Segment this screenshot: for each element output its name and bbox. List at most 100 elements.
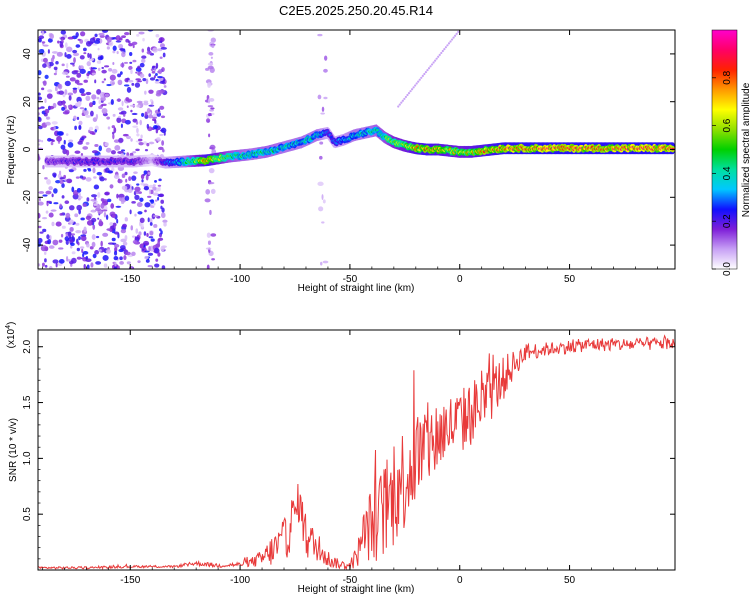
snr-y-tick-label: 1.0 xyxy=(22,451,33,465)
spectrogram-noise-dot xyxy=(48,212,54,218)
spectrogram-noise-dot xyxy=(103,78,107,81)
spectrogram-noise-dot xyxy=(77,38,81,41)
spectrogram-noise-dot xyxy=(78,236,81,241)
spectrogram-noise-dot xyxy=(80,93,86,97)
spectrogram-noise-dot xyxy=(76,247,80,252)
spectrogram-noise-dot xyxy=(141,248,145,251)
spectrogram-streak-dot xyxy=(444,46,447,49)
spectrogram-noise-dot xyxy=(76,256,82,260)
spectrogram-noise-dot xyxy=(115,35,121,41)
spectrogram-noise-dot xyxy=(155,34,160,38)
spectrogram-noise-dot xyxy=(206,232,211,238)
spectrogram-noise-dot xyxy=(71,257,77,264)
snr-y-ticks: 0.5 1.0 1.5 2.0 xyxy=(22,339,675,560)
spectrogram-noise-dot xyxy=(144,209,147,213)
spectrogram-noise-dot xyxy=(121,100,124,107)
spectrogram-noise-dot xyxy=(141,58,146,64)
spectrogram-noise-dot xyxy=(155,78,159,82)
spectrogram-noise-dot xyxy=(61,195,65,199)
spectrogram-noise-dot xyxy=(317,94,322,100)
spectrogram-noise-dot xyxy=(90,262,94,268)
spectrogram-streak-dot xyxy=(407,91,411,95)
spectrogram-noise-dot xyxy=(158,178,162,182)
spectrogram-noise-dot xyxy=(116,98,122,102)
spectrogram-noise-dot xyxy=(121,173,126,179)
spectrogram-noise-dot xyxy=(119,71,123,75)
spectrogram-noise-dot xyxy=(322,260,329,264)
spectrogram-noise-dot xyxy=(40,245,47,252)
spectrogram-noise-dot xyxy=(44,264,48,268)
spectrogram-noise-dot xyxy=(147,217,150,223)
spectrogram-noise-dot xyxy=(38,125,43,130)
spectrogram-noise-dot xyxy=(123,84,130,87)
spectrogram-noise-dot xyxy=(82,251,89,255)
spectrogram-noise-dot xyxy=(111,125,116,129)
spectrogram-noise-dot xyxy=(42,194,48,197)
spectrogram-noise-dot xyxy=(118,137,124,143)
spectrogram-noise-dot xyxy=(77,140,83,145)
spectrogram-noise-dot xyxy=(159,228,162,232)
spectrogram-noise-dot xyxy=(53,188,58,194)
spectrogram-noise-dot xyxy=(211,258,215,261)
spectrogram-noise-dot xyxy=(86,264,90,269)
spectrogram-noise-dot xyxy=(113,139,120,143)
spectrogram-noise-dot xyxy=(77,242,80,246)
spectrogram-streak-dot xyxy=(435,57,438,60)
spectrogram-noise-dot xyxy=(101,80,105,84)
spectrogram-noise-dot xyxy=(92,100,96,106)
spectrogram-noise-dot xyxy=(91,94,97,100)
spectrogram-noise-dot xyxy=(64,236,69,242)
spectrogram-noise-dot xyxy=(38,212,41,219)
spectrogram-noise-dot xyxy=(110,99,114,105)
spectrogram-noise-dot xyxy=(149,230,154,236)
spectrogram-noise-dot xyxy=(210,188,216,194)
spectrogram-noise-dot xyxy=(158,89,165,94)
spectrogram-noise-dot xyxy=(113,127,117,134)
spectrogram-noise-dot xyxy=(126,86,132,93)
colorbar-tick-label: 0.0 xyxy=(722,262,733,276)
spectrogram-y-ticks: -40 -20 0 20 40 xyxy=(22,29,675,270)
colorbar-ticks: 0.0 0.2 0.4 0.6 0.8 xyxy=(712,70,733,276)
spectrogram-noise-dot xyxy=(50,209,57,212)
spectrogram-noise-dot xyxy=(127,98,133,103)
spectrogram-noise-dot xyxy=(159,133,164,137)
spectrogram-noise-dot xyxy=(62,111,70,115)
spectrogram-noise-dot xyxy=(121,35,126,39)
spectrogram-noise-dot xyxy=(42,228,47,233)
spectrogram-noise-dot xyxy=(158,186,161,192)
spectrogram-noise-dot xyxy=(94,250,100,255)
spectrogram-streak-dot xyxy=(397,105,400,108)
spectrogram-noise-dot xyxy=(154,263,160,268)
spectrogram-noise-dot xyxy=(145,259,150,263)
spectrogram-noise-dot xyxy=(79,88,85,94)
spectrogram-noise-dot xyxy=(143,231,147,236)
spectrogram-noise-dot xyxy=(91,150,99,154)
spectrogram-noise-dot xyxy=(85,91,92,96)
spectrogram-noise-dot xyxy=(130,109,133,113)
spectrogram-noise-dot xyxy=(116,117,122,123)
spectrogram-noise-dot xyxy=(74,79,80,84)
spectrogram-noise-dot xyxy=(131,112,138,116)
spectrogram-noise-dot xyxy=(141,223,144,228)
spectrogram-noise-dot xyxy=(76,204,83,211)
spectrogram-noise-dot xyxy=(58,247,64,250)
spectrogram-noise-dot xyxy=(100,96,106,102)
spectrogram-noise-dot xyxy=(136,133,140,137)
spectrogram-noise-dot xyxy=(142,78,147,82)
spectrogram-noise-dot xyxy=(59,177,65,180)
spectrogram-noise-dot xyxy=(59,41,64,48)
spectrogram-noise-dot xyxy=(162,52,166,58)
spectrogram-noise-dot xyxy=(134,213,137,217)
spectrogram-noise-dot xyxy=(157,196,160,201)
spectrogram-noise-dot xyxy=(79,55,85,60)
spectrogram-streak-dot xyxy=(421,74,424,77)
spectrogram-noise-dot xyxy=(149,99,153,102)
spectrogram-noise-dot xyxy=(145,174,149,181)
spectrogram-noise-dot xyxy=(74,213,79,218)
spectrogram-noise-dot xyxy=(55,60,59,65)
colorbar-tick-label: 0.6 xyxy=(722,118,733,132)
spectrogram-noise-dot xyxy=(131,251,136,257)
spectrogram-noise-dot xyxy=(111,237,116,242)
spectrogram-noise-dot xyxy=(160,199,165,204)
